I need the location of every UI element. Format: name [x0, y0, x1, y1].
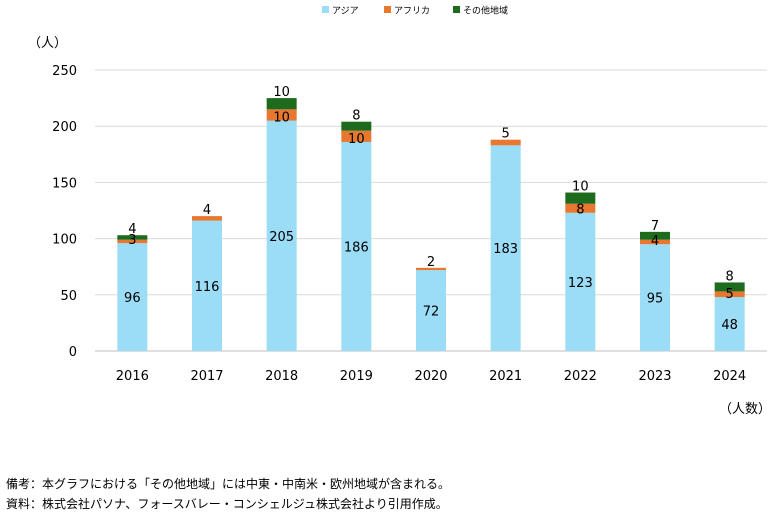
bar-segment [714, 291, 745, 298]
remark-note: 備考：本グラフにおける「その他地域」には中東・中南米・欧州地域が含まれる。 [6, 477, 451, 491]
x-tick-label: 2021 [489, 369, 522, 384]
bar-segment [416, 270, 446, 351]
y-tick-label: 100 [52, 233, 77, 248]
x-axis-ticks: 2016 2017 2018 2019 2020 2021 2022 2023 2024 [116, 369, 746, 384]
bar-segment [341, 141, 372, 351]
data-label: 10 [273, 111, 290, 126]
x-tick-label: 2020 [414, 369, 447, 384]
data-label: 10 [572, 180, 589, 195]
y-tick-label: 250 [52, 64, 77, 79]
bar-segment [640, 244, 670, 351]
data-label: 123 [568, 276, 593, 291]
bar-segment [266, 120, 297, 351]
legend: アジア アフリカ その他地域 [322, 5, 508, 17]
chart-notes: 備考：本グラフにおける「その他地域」には中東・中南米・欧州地域が含まれる。 資料… [6, 474, 450, 514]
x-tick-label: 2018 [265, 369, 298, 384]
legend-label: その他地域 [463, 5, 508, 17]
y-tick-label: 0 [69, 345, 77, 360]
x-tick-label: 2023 [638, 369, 671, 384]
bar-segment [266, 98, 297, 110]
data-label: 8 [576, 203, 584, 218]
y-tick-label: 200 [52, 120, 77, 135]
bars: 9634116420510101861087221835123810954748… [117, 85, 745, 351]
data-label: 10 [348, 132, 365, 147]
data-label: 4 [203, 203, 211, 218]
y-axis-ticks: 0 50 100 150 200 250 [52, 64, 77, 360]
legend-swatch [322, 6, 329, 13]
x-tick-label: 2022 [564, 369, 597, 384]
data-label: 2 [427, 255, 435, 270]
x-tick-label: 2016 [116, 369, 149, 384]
bar-segment [117, 239, 148, 244]
source-note: 資料：株式会社パソナ、フォースバレー・コンシェルジュ株式会社より引用作成。 [6, 497, 448, 511]
x-tick-label: 2017 [190, 369, 223, 384]
data-label: 5 [502, 127, 510, 142]
data-label: 3 [128, 233, 136, 248]
data-label: 48 [721, 318, 738, 333]
legend-label: アジア [332, 7, 359, 17]
bar-segment [640, 239, 670, 245]
data-label: 7 [651, 219, 659, 234]
x-tick-label: 2024 [713, 369, 746, 384]
data-label: 4 [651, 234, 659, 249]
data-label: 116 [195, 280, 220, 295]
bar-segment [714, 297, 745, 351]
bar-segment [341, 130, 372, 142]
bar-segment [266, 109, 297, 121]
x-tick-label: 2019 [340, 369, 373, 384]
bar-segment [341, 121, 372, 131]
data-label: 95 [647, 292, 664, 307]
data-label: 96 [124, 291, 141, 306]
data-label: 5 [726, 287, 734, 302]
bar-segment [490, 145, 521, 351]
legend-label: アフリカ [394, 6, 430, 17]
data-label: 205 [269, 230, 294, 245]
data-label: 8 [726, 269, 734, 284]
data-label: 186 [344, 240, 369, 255]
bar-segment [714, 282, 745, 292]
bar-segment [117, 235, 148, 240]
data-label: 10 [273, 85, 290, 100]
y-tick-label: 150 [52, 176, 77, 191]
bar-segment [565, 192, 596, 204]
bar-segment [416, 267, 446, 271]
bar-segment [565, 203, 596, 213]
legend-swatch [453, 6, 460, 13]
bar-segment [490, 139, 521, 146]
y-tick-label: 50 [60, 289, 77, 304]
bar-segment [192, 220, 222, 351]
bar-segment [640, 231, 670, 240]
data-label: 4 [128, 222, 136, 237]
x-axis-unit-label: （人数） [719, 402, 771, 417]
bar-segment [565, 212, 596, 351]
y-axis-unit-label: （人） [28, 36, 67, 51]
bar-segment [117, 243, 148, 351]
data-label: 8 [352, 109, 360, 124]
data-label: 72 [423, 305, 440, 320]
legend-swatch [384, 6, 391, 13]
bar-segment [192, 216, 222, 221]
data-label: 183 [493, 242, 518, 257]
